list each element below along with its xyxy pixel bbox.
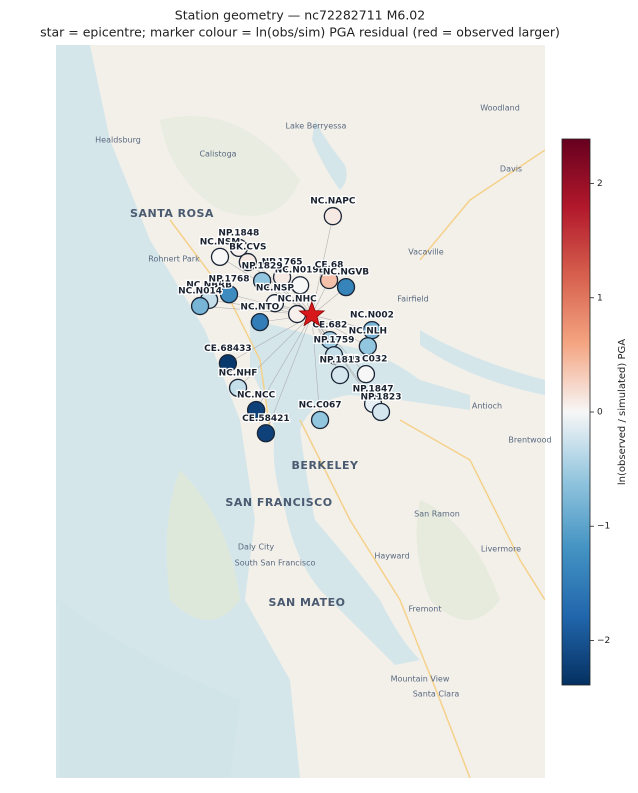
station-marker [252,271,272,291]
station-marker [238,252,257,272]
place-label: Antioch [472,402,502,411]
station-label: CE.682 [312,321,347,331]
place-label: BERKELEY [292,459,359,472]
place-label: Daly City [238,543,275,552]
ray [255,314,313,411]
station-marker [265,294,285,313]
station-marker [246,400,266,420]
place-label: Brentwood [508,436,551,445]
station-label: NC.NGVB [323,268,369,278]
place-label: Fairfield [397,295,429,304]
place-label: SAN FRANCISCO [225,496,332,509]
ray [265,314,313,434]
station-label: NC.NBRB [186,280,232,290]
colorbar-tick-label: 0 [597,408,603,418]
station-label: NC.NSM [200,237,241,247]
ray [237,314,312,389]
colorbar-ticks: −2 −1 0 1 2 [590,179,610,646]
station-marker [256,424,276,443]
station-marker [290,276,310,295]
basemap [56,45,545,778]
station-marker [358,337,377,356]
title: Station geometry — nc72282711 M6.02 [175,8,425,23]
station-marker [371,402,391,422]
colorbar-label: ln(observed / simulated) PGA [617,339,628,485]
place-label: Santa Clara [413,690,460,699]
station-marker [190,296,210,316]
station-label: NC.NAPC [310,197,356,207]
ray [311,314,368,347]
station-label: NC.NTO [240,303,279,313]
place-label: Livermore [481,545,521,554]
place-label: Mountain View [391,675,450,684]
station-label: NP.1829 [242,261,283,271]
station-label: NC.N002 [350,311,394,321]
place-label: SAN MATEO [269,596,346,609]
place-label: San Ramon [414,510,460,519]
place-label: Hayward [374,552,409,561]
place-label: SANTA ROSA [130,207,214,220]
station-marker [272,268,292,287]
place-label: Woodland [480,104,520,113]
station-label: NP.1823 [361,392,402,402]
station-label: NC.N019B [275,266,326,276]
station-label: CE.68 [315,261,344,271]
station-label: NC.NLH [349,327,387,337]
ray [311,314,373,331]
place-label: Vacaville [408,248,443,257]
place-label: Davis [500,165,522,174]
ray [311,216,334,316]
epicentre [298,300,326,327]
station-label: NC.NHF [219,368,258,378]
station-label: NP.1768 [209,275,250,285]
station-marker [324,346,344,365]
station-marker [323,207,342,226]
station-marker [319,270,339,290]
station-marker [218,354,238,373]
station-label: CE.68433 [204,344,251,354]
station-marker [228,378,248,398]
colorbar-tick-label: −1 [597,522,610,532]
ray [311,315,321,421]
station-label: NP.1848 [218,228,259,238]
station-marker [250,312,270,332]
station-marker [356,364,376,384]
station-label: NC.C067 [299,401,342,411]
station-marker [219,285,239,304]
place-label: Fremont [409,605,442,614]
station-marker [336,277,356,297]
place-label: Lake Berryessa [286,122,347,131]
station-label: NC.NSP [256,284,295,294]
place-label: Healdsburg [95,136,141,145]
station-label: NP.1813 [320,356,361,366]
station-label: BK.CVS [229,243,266,253]
station-label: NC.NHC [277,295,317,305]
station-label: NC.C032 [344,355,387,365]
colorbar-tick-label: −2 [597,636,610,646]
place-label: Rohnert Park [148,255,200,264]
station-marker [210,247,230,267]
colorbar-tick-label: 2 [597,179,603,189]
station-label: NP.1765 [262,258,303,268]
station-label: NC.N014 [178,287,222,297]
ray [311,314,367,375]
place-label: South San Francisco [235,559,316,568]
place-labels: Woodland Healdsburg Calistoga Lake Berryess… [95,104,551,699]
station-label: CE.58421 [242,414,289,424]
station-marker [310,410,330,430]
colorbar [561,138,591,686]
subtitle: star = epicentre; marker colour = ln(obs… [40,25,560,40]
station-label: NC.NCC [237,391,276,401]
colorbar-tick-label: 1 [597,293,603,303]
station-label: NP.1847 [353,384,394,394]
station-label: NP.1759 [314,336,355,346]
station-marker [330,365,350,385]
station-marker [229,238,248,258]
place-label: Calistoga [199,150,236,159]
